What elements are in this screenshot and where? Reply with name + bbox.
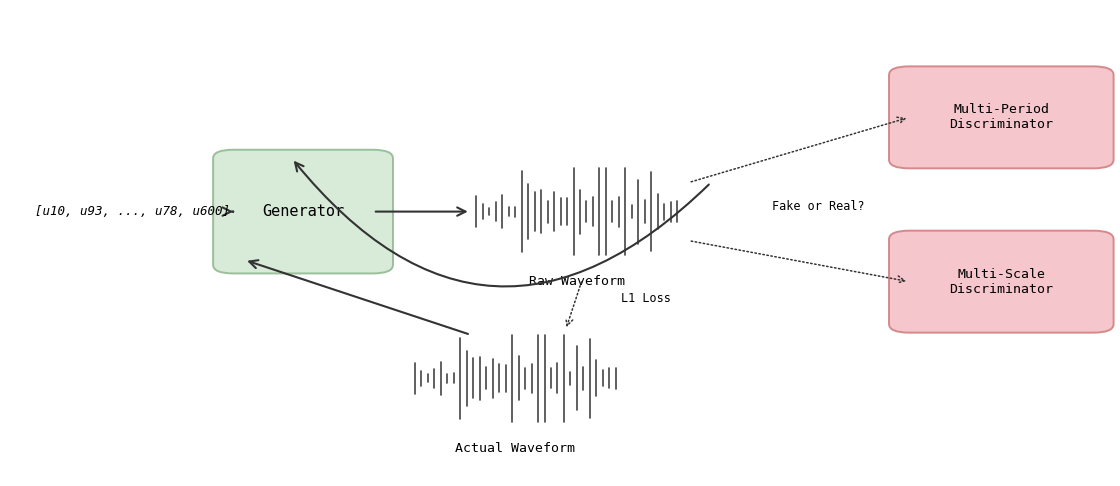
Text: Actual Waveform: Actual Waveform [456,442,576,455]
Text: Multi-Period
Discriminator: Multi-Period Discriminator [950,104,1053,131]
FancyBboxPatch shape [213,150,393,274]
Text: L1 Loss: L1 Loss [622,292,671,305]
Text: Fake or Real?: Fake or Real? [773,200,865,213]
FancyArrowPatch shape [250,260,468,334]
Text: Raw Waveform: Raw Waveform [529,275,625,288]
Text: Multi-Scale
Discriminator: Multi-Scale Discriminator [950,268,1053,295]
FancyBboxPatch shape [889,231,1113,332]
Text: [u10, u93, ..., u78, u600]: [u10, u93, ..., u78, u600] [35,205,230,218]
FancyArrowPatch shape [295,162,709,286]
Text: Generator: Generator [262,204,344,219]
FancyBboxPatch shape [889,67,1113,168]
